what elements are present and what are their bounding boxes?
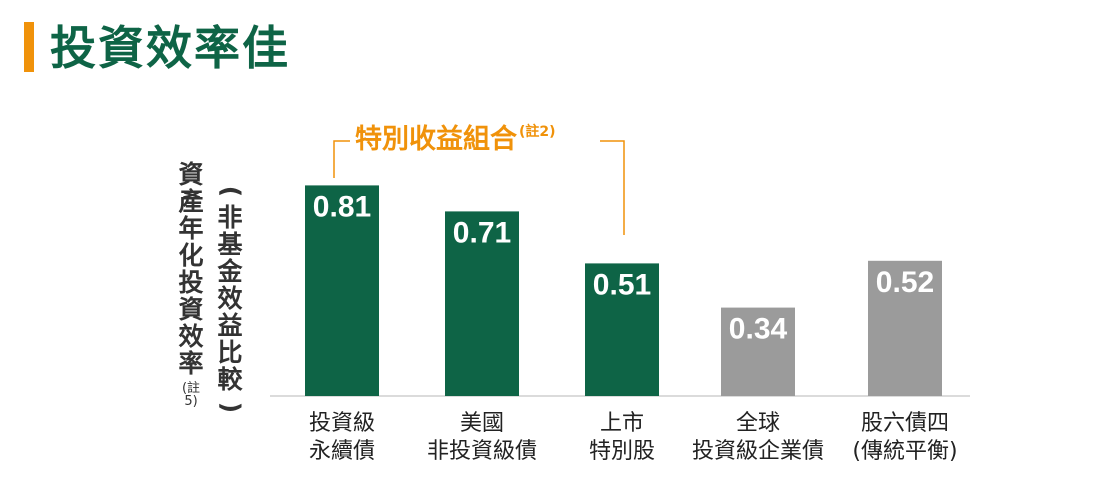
- category-label-line: 投資級企業債: [691, 439, 824, 464]
- bar-value-label: 0.71: [453, 216, 511, 249]
- category-label: 上市 特別股: [537, 410, 707, 466]
- bar-value-label: 0.51: [593, 268, 651, 301]
- group-bracket: [333, 140, 625, 235]
- category-label: 投資級 永續債: [257, 410, 427, 466]
- bar: [721, 307, 795, 396]
- category-label-line: 非投資級債: [426, 439, 537, 464]
- page-title: 投資效率佳: [50, 21, 290, 75]
- bar: [585, 263, 659, 396]
- bar-value-label: 0.52: [876, 266, 934, 299]
- category-label-line: 美國: [459, 411, 504, 436]
- bar: [305, 185, 379, 396]
- bar: [868, 260, 942, 396]
- bracket-label-note: (註2): [519, 124, 556, 140]
- y-axis-sublabel: (非基金效益比較): [216, 185, 246, 414]
- category-label: 美國 非投資級債: [397, 410, 567, 466]
- bar: [445, 211, 519, 396]
- category-label-line: 上市: [599, 411, 644, 436]
- category-label-line: 永續債: [308, 439, 375, 464]
- category-label-line: (傳統平衡): [852, 439, 958, 464]
- y-axis-label-note: (註5): [181, 381, 201, 409]
- category-label-line: 股六債四: [860, 411, 949, 436]
- category-label: 股六債四 (傳統平衡): [820, 410, 990, 466]
- bar-value-label: 0.34: [729, 313, 788, 346]
- bracket-label-text: 特別收益組合: [355, 124, 517, 155]
- y-axis-label-text: 資產年化投資效率: [178, 160, 204, 378]
- category-label-line: 特別股: [588, 439, 655, 464]
- title-accent-bar: [24, 22, 34, 72]
- category-label: 全球 投資級企業債: [673, 410, 843, 466]
- y-axis-label: 資產年化投資效率 (註5): [176, 162, 206, 408]
- category-label-line: 投資級: [308, 411, 375, 436]
- category-label-line: 全球: [735, 411, 780, 436]
- bar-value-label: 0.81: [313, 190, 371, 223]
- bracket-label: 特別收益組合 (註2): [355, 117, 556, 156]
